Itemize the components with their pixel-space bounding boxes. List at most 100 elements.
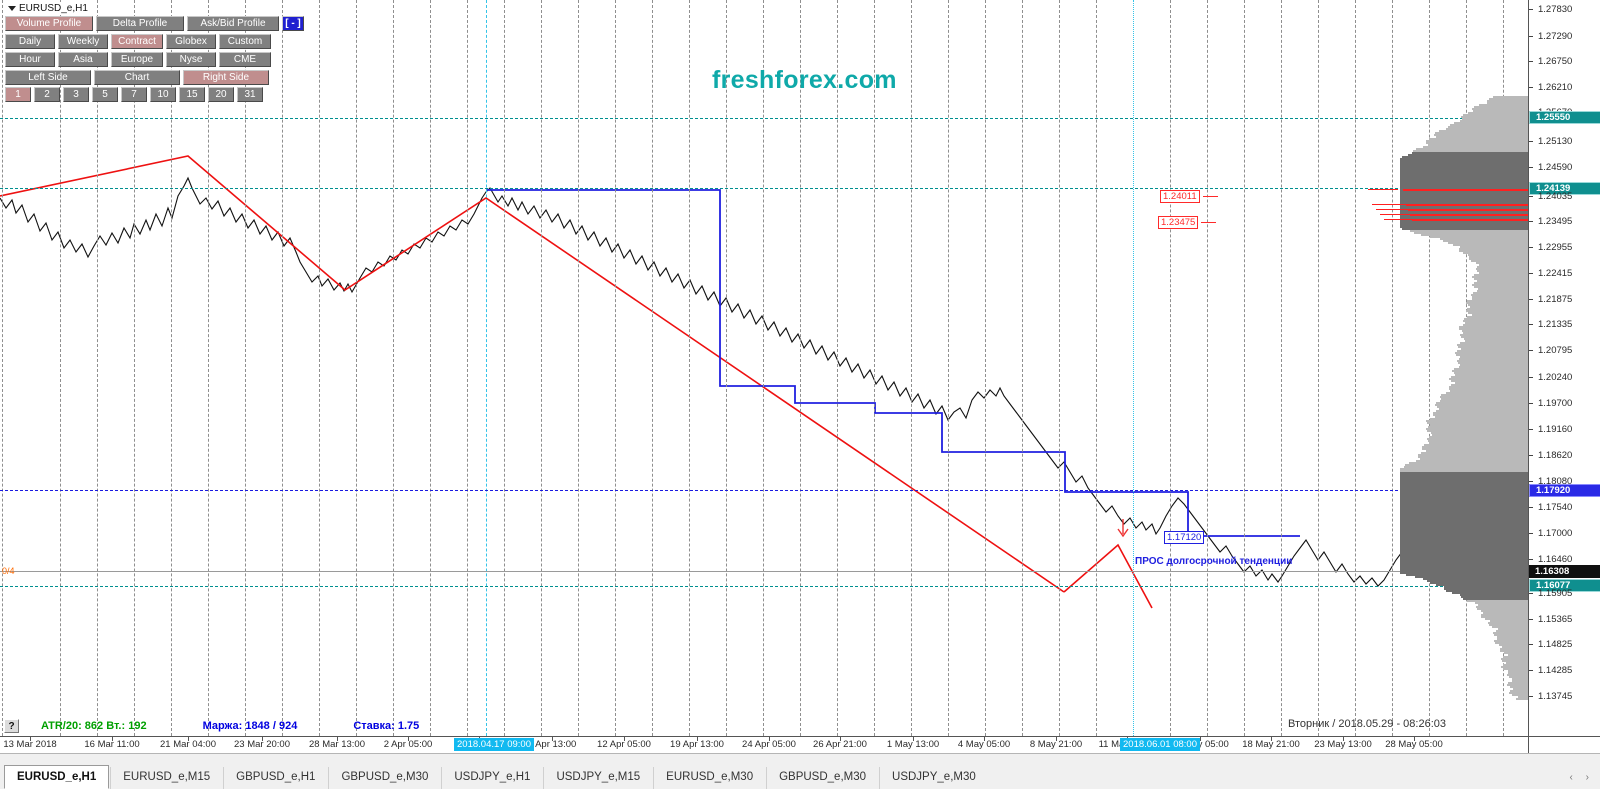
volume-profile-bar [1428,442,1528,444]
volume-profile-bar [1400,168,1528,170]
session-button-nyse[interactable]: Nyse [166,52,216,67]
annotation-trend-note[interactable]: ПРОС долгосрочной тенденции [1135,556,1293,567]
volume-profile-bar [1426,430,1528,432]
time-tick-28-May-05-00: 28 May 05:00 [1385,739,1443,750]
time-tick-2018-06-01-08-00[interactable]: 2018.06.01 08:00 [1120,738,1200,751]
time-notch [188,737,189,741]
price-tick-1.14285: 1.14285 [1529,665,1600,677]
time-notch [337,737,338,741]
price-tick-1.24139[interactable]: 1.24139 [1529,182,1600,195]
session-button-hour[interactable]: Hour [5,52,55,67]
price-tick-1.17920[interactable]: 1.17920 [1529,484,1600,497]
price-tick-1.16308[interactable]: 1.16308 [1529,565,1600,578]
time-tick-16-May-05-00: 16 May 05:00 [1171,739,1229,750]
volume-profile-bar [1506,674,1528,676]
volume-profile-bar [1456,354,1528,356]
time-axis[interactable]: 13 Mar 2018 16 Mar 11:00 21 Mar 04:00 23 Ma… [0,736,1528,753]
volume-profile-bar [1468,254,1528,256]
volume-profile-bar [1410,230,1528,232]
side-button-right-side[interactable]: Right Side [183,70,269,85]
level-line-upper-teal [0,118,1528,119]
volume-profile-bar [1501,666,1528,668]
volume-profile-bar [1400,474,1528,476]
profile-button-ask-bid-profile[interactable]: Ask/Bid Profile [187,16,279,31]
chart-tab-EURUSD-e-H1[interactable]: EURUSD_e,H1 [4,765,110,789]
volume-profile-bar [1511,678,1528,680]
volume-profile-bar [1435,136,1528,138]
count-button-3[interactable]: 3 [63,87,89,102]
price-tick-1.25550[interactable]: 1.25550 [1529,111,1600,124]
annotation-resistance-2[interactable]: 1.23475 [1158,216,1199,229]
chart-tab-bar[interactable]: EURUSD_e,H1 EURUSD_e,M15 GBPUSD_e,H1 GBPUSD… [0,753,1600,789]
volume-profile-control-panel[interactable]: EURUSD_e,H1 Volume Profile Delta Profile A… [3,2,304,102]
annotation-resistance-1[interactable]: 1.24011 [1160,190,1200,203]
chart-tab-GBPUSD-e-M30[interactable]: GBPUSD_e,M30 [766,767,879,789]
volume-profile-bar [1467,304,1528,306]
time-tick-1-May-13-00: 1 May 13:00 [886,739,940,750]
period-button-custom[interactable]: Custom [219,34,271,49]
volume-profile-bar [1400,178,1528,180]
chart-tab-EURUSD-e-M30[interactable]: EURUSD_e,M30 [653,767,766,789]
count-button-1[interactable]: 1 [5,87,31,102]
time-tick-9-Apr-13-00: 9 Apr 13:00 [527,739,577,750]
volume-profile-bar [1460,342,1528,344]
price-tick-1.23495: 1.23495 [1529,216,1600,228]
chart-tab-USDJPY-e-H1[interactable]: USDJPY_e,H1 [441,767,543,789]
volume-profile-bar [1512,680,1528,682]
down-arrow-icon [1117,519,1129,538]
period-button-weekly[interactable]: Weekly [58,34,108,49]
annotation-target-level[interactable]: 1.17120 [1164,531,1205,544]
count-button-7[interactable]: 7 [121,87,147,102]
session-button-cme[interactable]: CME [219,52,271,67]
price-axis[interactable]: 1.278301.272901.267501.262101.256701.255… [1528,0,1600,736]
chart-plot-area[interactable]: freshforex.com 1.24011 1.23475 1.17120 П… [0,0,1528,736]
volume-profile-bar [1495,642,1528,644]
volume-profile-bar [1426,580,1528,582]
volume-profile-bar [1465,310,1528,312]
price-tick-1.16077[interactable]: 1.16077 [1529,579,1600,592]
chart-tab-GBPUSD-e-M30[interactable]: GBPUSD_e,M30 [328,767,441,789]
volume-profile-bar [1451,592,1528,594]
count-button-5[interactable]: 5 [92,87,118,102]
volume-profile-bar [1472,292,1528,294]
volume-profile-bar [1400,548,1528,550]
profile-button-[interactable]: [ - ] [282,16,304,31]
time-tick-2018-04-17-09-00[interactable]: 2018.04.17 09:00 [454,738,534,751]
chart-tab-USDJPY-e-M30[interactable]: USDJPY_e,M30 [879,767,988,789]
count-button-10[interactable]: 10 [150,87,176,102]
volume-profile-bar [1499,648,1528,650]
volume-profile-bar [1400,528,1528,530]
symbol-header[interactable]: EURUSD_e,H1 [5,2,91,14]
chart-tab-USDJPY-e-M15[interactable]: USDJPY_e,M15 [543,767,653,789]
count-button-20[interactable]: 20 [208,87,234,102]
time-tick-21-Mar-04-00: 21 Mar 04:00 [160,739,216,750]
chart-tab-EURUSD-e-M15[interactable]: EURUSD_e,M15 [110,767,223,789]
profile-button-delta-profile[interactable]: Delta Profile [96,16,184,31]
session-button-asia[interactable]: Asia [58,52,108,67]
volume-profile-bar [1449,124,1528,126]
period-button-daily[interactable]: Daily [5,34,55,49]
count-button-15[interactable]: 15 [179,87,205,102]
volume-profile-bar [1400,182,1528,184]
count-button-31[interactable]: 31 [237,87,263,102]
chevron-down-icon[interactable] [8,5,16,11]
help-button[interactable]: ? [4,719,19,733]
chart-tab-GBPUSD-e-H1[interactable]: GBPUSD_e,H1 [223,767,328,789]
volume-profile-bar [1400,550,1528,552]
volume-profile-bar [1403,466,1528,468]
profile-button-volume-profile[interactable]: Volume Profile [5,16,93,31]
volume-profile-bar [1400,472,1528,474]
volume-cluster-leader [1376,209,1418,210]
volume-profile-bar [1415,576,1528,578]
side-button-left-side[interactable]: Left Side [5,70,91,85]
session-button-europe[interactable]: Europe [111,52,163,67]
volume-profile-bar [1400,544,1528,546]
volume-profile-bar [1400,484,1528,486]
count-button-2[interactable]: 2 [34,87,60,102]
volume-profile-bar [1435,410,1528,412]
side-button-chart[interactable]: Chart [94,70,180,85]
volume-profile-bar [1400,534,1528,536]
period-button-globex[interactable]: Globex [166,34,216,49]
tab-scroll-hint[interactable]: ‹ › [1569,772,1594,783]
period-button-contract[interactable]: Contract [111,34,163,49]
